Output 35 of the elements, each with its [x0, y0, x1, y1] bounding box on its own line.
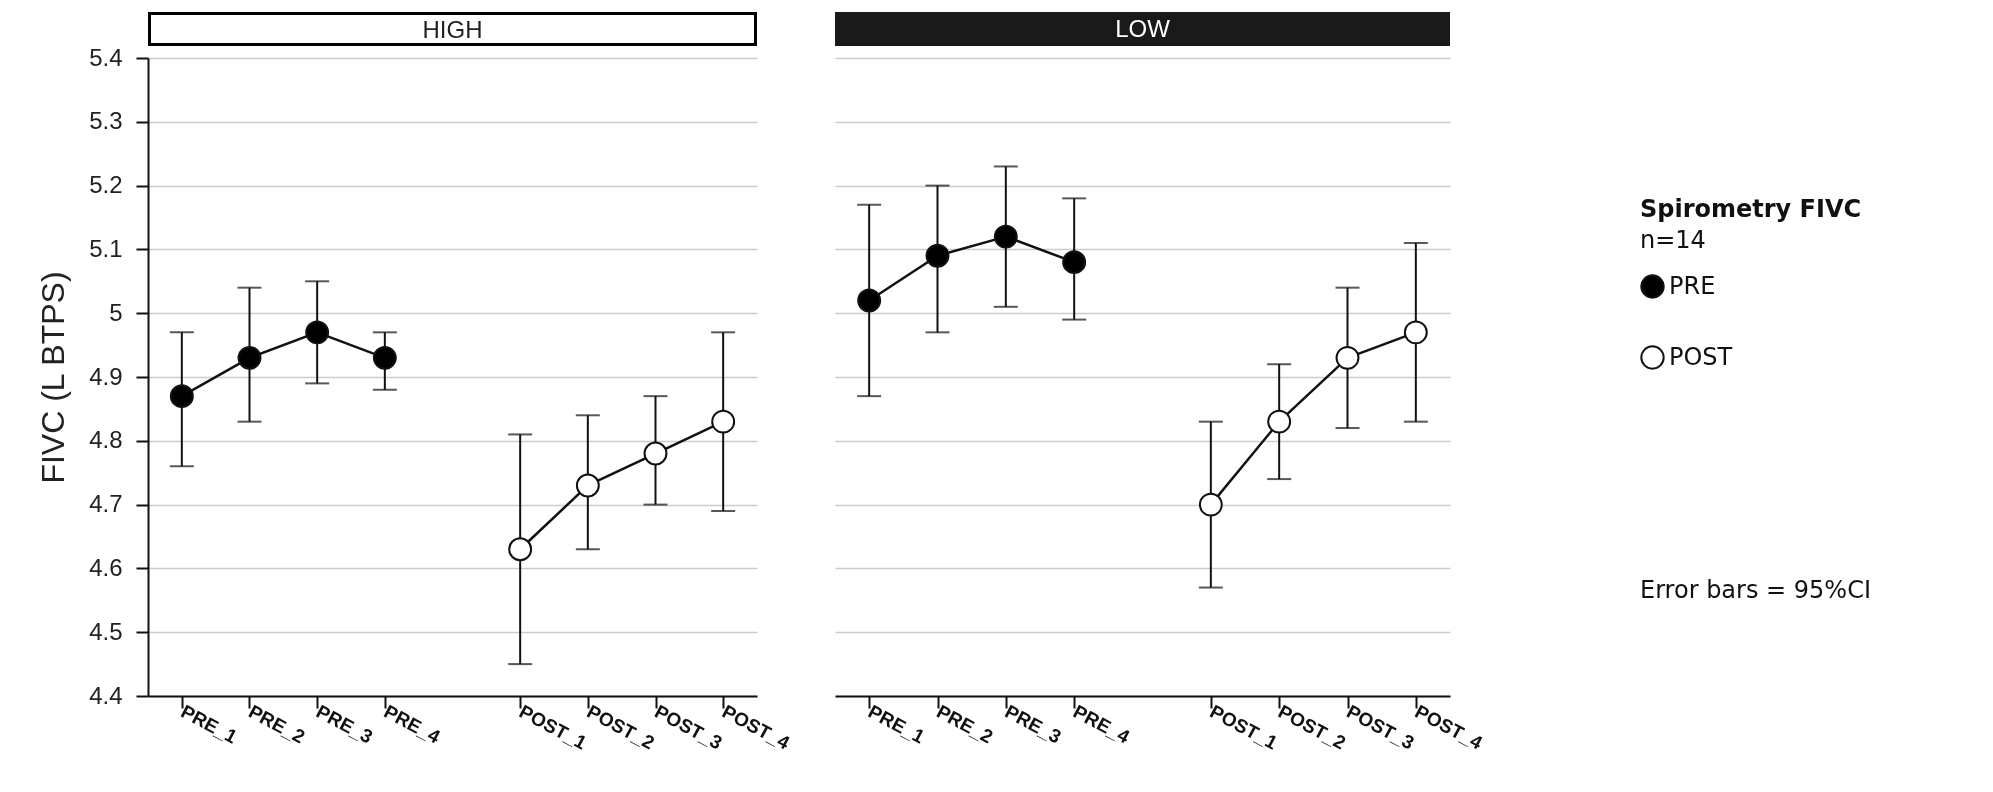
chart-title: LOW: [835, 12, 1450, 46]
y-tick-label: 4.7: [89, 490, 123, 518]
chart-title: HIGH: [148, 12, 757, 46]
point: [1062, 250, 1087, 275]
text: Error bars = 95%CI: [1640, 576, 1871, 604]
y-tick-label: 4.4: [89, 681, 123, 709]
point: [372, 345, 397, 370]
legend-label: PRE: [1669, 271, 1716, 300]
point: [1267, 409, 1292, 434]
y-axis-title: FIVC (L BTPS): [35, 271, 72, 484]
point: [993, 224, 1018, 249]
point: [237, 345, 262, 370]
legend-label: POST: [1669, 342, 1733, 371]
point: [925, 243, 950, 268]
point: [711, 409, 736, 434]
y-tick-label: 5: [109, 298, 123, 326]
point: [1198, 492, 1223, 517]
point: [643, 441, 668, 466]
point: [305, 320, 330, 345]
point: [1403, 320, 1428, 345]
y-tick-label: 4.6: [89, 553, 123, 581]
y-tick-label: 5.4: [89, 43, 123, 71]
y-tick-label: 5.2: [89, 171, 123, 199]
y-tick-label: 4.9: [89, 362, 123, 390]
point: [1335, 345, 1360, 370]
y-tick-label: 5.3: [89, 107, 123, 135]
y-tick-label: 4.5: [89, 617, 123, 645]
text: n=14: [1640, 226, 1706, 254]
legend-title: Spirometry FIVC: [1640, 195, 1862, 223]
y-tick-label: 4.8: [89, 426, 123, 454]
point: [857, 288, 882, 313]
y-tick-label: 5.1: [89, 234, 123, 262]
point: [169, 384, 194, 409]
point: [508, 537, 533, 562]
point: [575, 473, 600, 498]
